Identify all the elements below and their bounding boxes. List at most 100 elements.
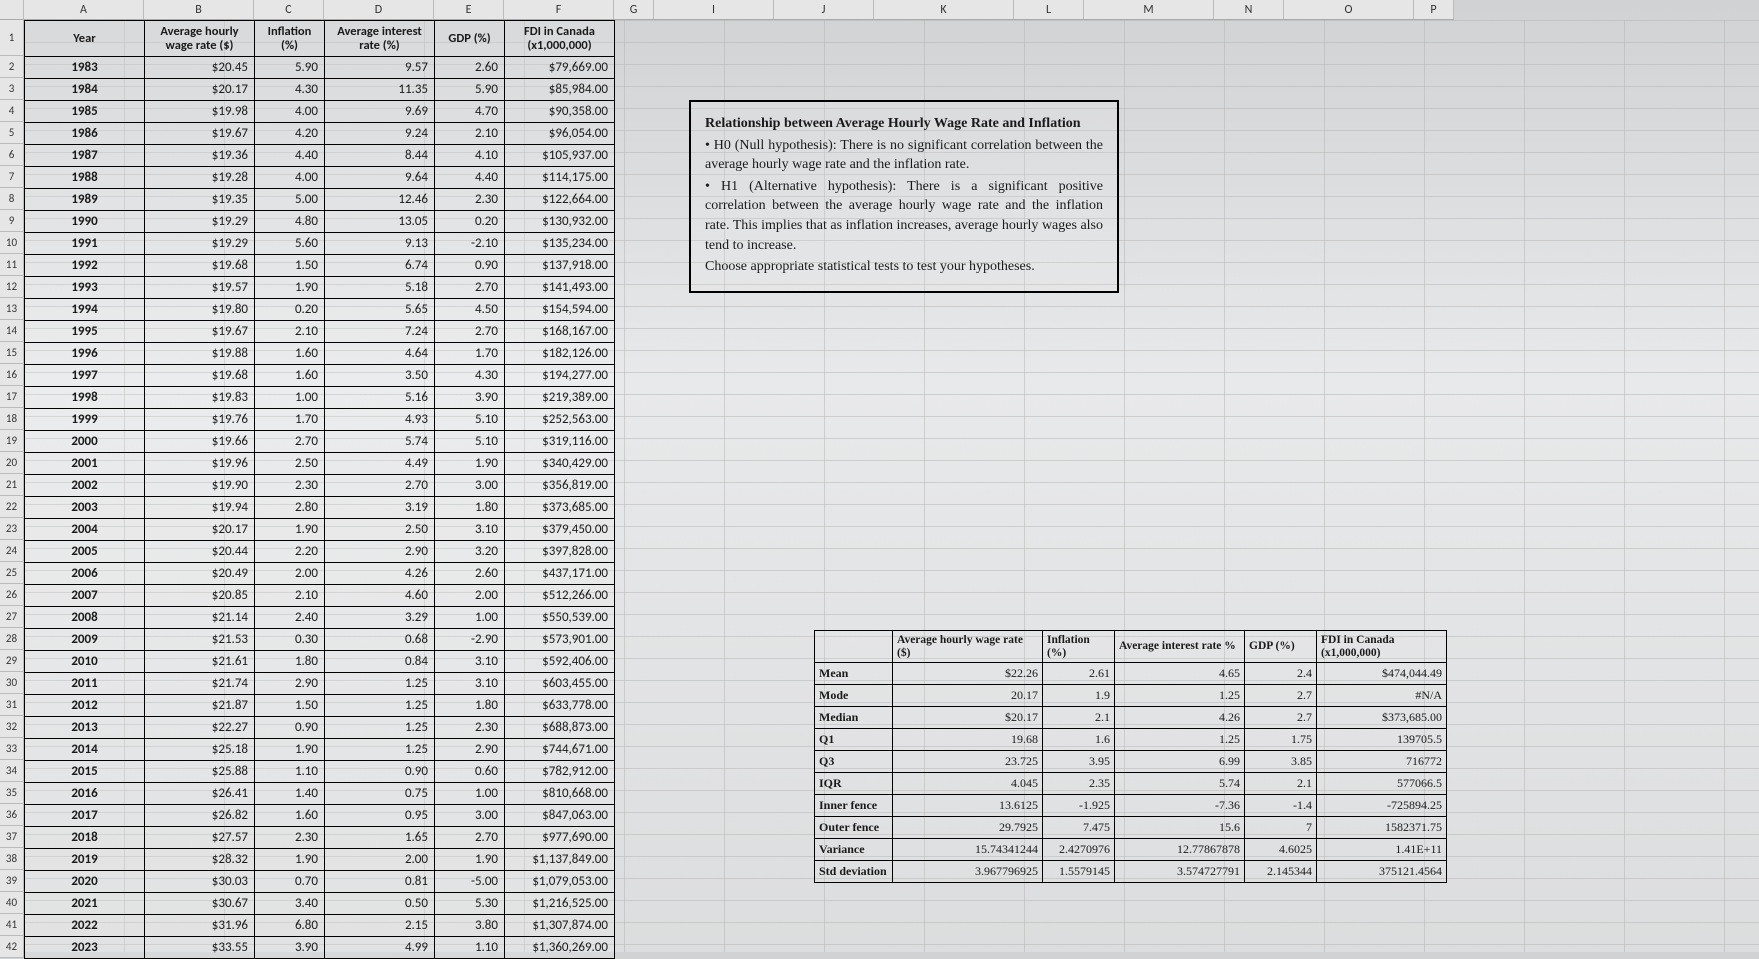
row-header[interactable]: 3 [0,78,24,100]
cell[interactable]: 5.00 [255,189,325,211]
cell[interactable]: 2.145344 [1245,861,1317,883]
main-header-cell[interactable]: FDI in Canada (x1,000,000) [505,21,615,57]
cell[interactable]: 2.80 [255,497,325,519]
cell[interactable]: 1999 [25,409,145,431]
row-header[interactable]: 5 [0,122,24,144]
cell[interactable]: 139705.5 [1317,729,1447,751]
cell[interactable]: $219,389.00 [505,387,615,409]
cell[interactable]: $28.32 [145,849,255,871]
cell[interactable]: 9.57 [325,57,435,79]
cell[interactable]: 1.90 [255,277,325,299]
cell[interactable]: $977,690.00 [505,827,615,849]
table-row[interactable]: 1997$19.681.603.504.30$194,277.00 [25,365,615,387]
cell[interactable]: 2.30 [435,189,505,211]
cell[interactable]: 4.64 [325,343,435,365]
table-row[interactable]: 1987$19.364.408.444.10$105,937.00 [25,145,615,167]
cell[interactable]: 1.75 [1245,729,1317,751]
table-row[interactable]: 2009$21.530.300.68-2.90$573,901.00 [25,629,615,651]
cell[interactable]: 0.70 [255,871,325,893]
cell[interactable]: $592,406.00 [505,651,615,673]
cell[interactable]: 2.50 [325,519,435,541]
cell[interactable]: 6.99 [1115,751,1245,773]
cell[interactable]: 2003 [25,497,145,519]
row-header[interactable]: 11 [0,254,24,276]
cell[interactable]: 2.70 [435,277,505,299]
cell[interactable]: $79,669.00 [505,57,615,79]
col-header[interactable]: L [1014,0,1084,19]
cell[interactable]: 4.49 [325,453,435,475]
cell[interactable]: -725894.25 [1317,795,1447,817]
cell[interactable]: $19.76 [145,409,255,431]
cell[interactable]: 7.24 [325,321,435,343]
cell[interactable]: 1.65 [325,827,435,849]
cell[interactable]: 2.10 [255,321,325,343]
col-header[interactable]: D [324,0,434,19]
cell[interactable]: 2.15 [325,915,435,937]
row-header[interactable]: 23 [0,518,24,540]
cell[interactable]: $19.57 [145,277,255,299]
cell[interactable]: 2019 [25,849,145,871]
cell[interactable]: $182,126.00 [505,343,615,365]
cell[interactable]: 5.10 [435,431,505,453]
table-row[interactable]: 1995$19.672.107.242.70$168,167.00 [25,321,615,343]
col-header[interactable]: I [654,0,774,19]
cell[interactable]: 3.95 [1043,751,1115,773]
row-header[interactable]: 32 [0,716,24,738]
cell[interactable]: 1991 [25,233,145,255]
cell[interactable]: $26.41 [145,783,255,805]
cell[interactable]: 1989 [25,189,145,211]
cell[interactable]: 1.25 [325,739,435,761]
cell[interactable]: 2.35 [1043,773,1115,795]
table-row[interactable]: 1996$19.881.604.641.70$182,126.00 [25,343,615,365]
table-row[interactable]: 2019$28.321.902.001.90$1,137,849.00 [25,849,615,871]
row-header[interactable]: 10 [0,232,24,254]
table-row[interactable]: 2002$19.902.302.703.00$356,819.00 [25,475,615,497]
cell[interactable]: 2007 [25,585,145,607]
cell[interactable]: 1986 [25,123,145,145]
row-header[interactable]: 2 [0,56,24,78]
cell[interactable]: 2014 [25,739,145,761]
cell[interactable]: 13.6125 [893,795,1043,817]
table-row[interactable]: Q119.681.61.251.75139705.5 [815,729,1447,751]
cell[interactable]: 3.90 [255,937,325,959]
table-row[interactable]: Inner fence13.6125-1.925-7.36-1.4-725894… [815,795,1447,817]
cell[interactable]: $21.14 [145,607,255,629]
cell[interactable]: 2.30 [255,475,325,497]
table-row[interactable]: 2003$19.942.803.191.80$373,685.00 [25,497,615,519]
col-header[interactable]: K [874,0,1014,19]
row-header[interactable]: 4 [0,100,24,122]
cell[interactable]: Mode [815,685,893,707]
table-row[interactable]: 1986$19.674.209.242.10$96,054.00 [25,123,615,145]
cell[interactable]: Q1 [815,729,893,751]
cell[interactable]: 2.4 [1245,663,1317,685]
cell[interactable]: 2021 [25,893,145,915]
col-header[interactable]: O [1284,0,1414,19]
cell[interactable]: 2015 [25,761,145,783]
stats-header-cell[interactable] [815,631,893,663]
cell[interactable]: 0.68 [325,629,435,651]
cell[interactable]: $21.74 [145,673,255,695]
table-row[interactable]: 1991$19.295.609.13-2.10$135,234.00 [25,233,615,255]
cell[interactable]: 1997 [25,365,145,387]
cell[interactable]: 1988 [25,167,145,189]
cell[interactable]: 0.90 [325,761,435,783]
cell[interactable]: 1985 [25,101,145,123]
stats-header-cell[interactable]: GDP (%) [1245,631,1317,663]
cell[interactable]: $33.55 [145,937,255,959]
cell[interactable]: 2.50 [255,453,325,475]
cell[interactable]: 1.60 [255,365,325,387]
row-header[interactable]: 16 [0,364,24,386]
cell[interactable]: 3.90 [435,387,505,409]
row-header[interactable]: 21 [0,474,24,496]
cell[interactable]: $782,912.00 [505,761,615,783]
cell[interactable]: 4.26 [325,563,435,585]
table-row[interactable]: IQR4.0452.355.742.1577066.5 [815,773,1447,795]
cell[interactable]: 1.00 [435,607,505,629]
cell[interactable]: 2.60 [435,57,505,79]
cell[interactable]: $633,778.00 [505,695,615,717]
cell[interactable]: 2.1 [1043,707,1115,729]
cell[interactable]: 4.00 [255,101,325,123]
cell[interactable]: $25.88 [145,761,255,783]
col-header[interactable]: B [144,0,254,19]
cell[interactable]: $30.67 [145,893,255,915]
